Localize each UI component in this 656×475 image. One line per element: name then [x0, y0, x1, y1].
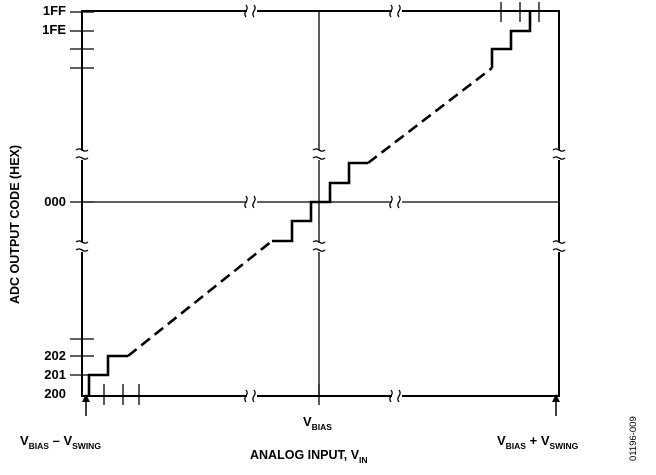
- x-right-v2: V: [540, 433, 550, 448]
- break-right-1: [552, 240, 566, 252]
- y-tick-202: 202: [44, 348, 66, 363]
- break-top-0: [244, 4, 257, 18]
- x-right-v1: V: [497, 433, 506, 448]
- break-center-v-0: [312, 148, 326, 160]
- break-left-0: [75, 148, 89, 160]
- x-right-op: +: [525, 433, 541, 448]
- x-left-endpoint-label: VBIAS – VSWING: [20, 433, 101, 451]
- arrow-left: [82, 394, 90, 416]
- plot-frame: [81, 10, 560, 397]
- break-left-1: [75, 240, 89, 252]
- x-left-sub2: SWING: [72, 441, 101, 451]
- x-left-op: –: [48, 433, 64, 448]
- break-mid-h-0: [244, 195, 257, 209]
- break-right-0: [552, 148, 566, 160]
- x-left-sub1: BIAS: [28, 441, 49, 451]
- y-tick-201: 201: [44, 367, 66, 382]
- x-center-sub: BIAS: [311, 422, 332, 432]
- x-center-label: VBIAS: [303, 414, 332, 432]
- y-axis-title: ADC OUTPUT CODE (HEX): [8, 144, 22, 304]
- x-left-v1: V: [20, 433, 29, 448]
- arrow-right: [552, 394, 560, 416]
- top-x-ticks: [500, 2, 540, 22]
- y-tick-1ff: 1FF: [42, 3, 66, 18]
- y-tick-000: 000: [44, 194, 66, 209]
- x-right-sub2: SWING: [549, 441, 579, 451]
- break-bottom-1: [389, 389, 402, 403]
- x-right-sub1: BIAS: [505, 441, 526, 451]
- x-axis-title-main: ANALOG INPUT, V: [250, 448, 360, 462]
- figure-id: 01196-009: [628, 416, 639, 461]
- x-axis-title: ANALOG INPUT, VIN: [250, 448, 368, 465]
- transfer-staircase: [87, 12, 532, 395]
- axis-break-marks: [75, 4, 566, 403]
- dashed-segment-lower: [127, 239, 273, 358]
- break-center-v-1: [312, 240, 326, 252]
- break-top-1: [389, 4, 402, 18]
- x-axis-ticks: [103, 384, 320, 405]
- break-bottom-0: [244, 389, 257, 403]
- y-tick-200: 200: [44, 386, 66, 401]
- dashed-segment-upper: [367, 66, 493, 165]
- x-right-endpoint-label: VBIAS + VSWING: [497, 433, 579, 451]
- steps-bottom-left: [87, 354, 128, 395]
- break-mid-h-1: [389, 195, 402, 209]
- x-left-v2: V: [63, 433, 73, 448]
- y-tick-1fe: 1FE: [42, 22, 66, 37]
- x-center-v: V: [303, 414, 312, 429]
- steps-top-right: [490, 12, 532, 68]
- steps-center: [272, 161, 368, 243]
- x-axis-title-sub: IN: [359, 455, 368, 465]
